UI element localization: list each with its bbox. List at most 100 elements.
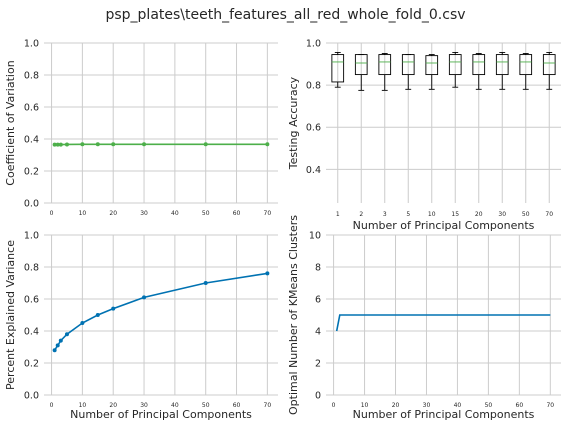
x-tick-label: 15 xyxy=(451,211,459,218)
x-tick-label: 50 xyxy=(485,402,493,409)
data-point xyxy=(203,142,208,147)
data-point xyxy=(55,343,60,348)
plot-area xyxy=(326,43,561,203)
box-10 xyxy=(425,54,439,90)
y-tick-label: 2 xyxy=(315,359,321,370)
x-tick-label: 60 xyxy=(516,402,524,409)
x-tick-label: 10 xyxy=(79,210,87,217)
box-body xyxy=(519,54,533,76)
y-tick-label: 0.0 xyxy=(24,199,39,210)
x-tick-label: 70 xyxy=(546,402,554,409)
data-point xyxy=(55,142,60,147)
x-tick-label: 30 xyxy=(140,402,148,409)
x-tick-label: 10 xyxy=(79,402,87,409)
box-body xyxy=(401,54,415,76)
x-tick-label: 30 xyxy=(498,211,506,218)
y-tick-label: 0.8 xyxy=(24,71,39,82)
y-tick-label: 0.6 xyxy=(306,123,321,134)
series-line xyxy=(335,314,551,332)
x-tick-label: 1 xyxy=(336,211,340,218)
x-tick-label: 70 xyxy=(264,210,272,217)
box-body xyxy=(331,54,345,83)
x-tick-label: 2 xyxy=(359,211,363,218)
x-tick-label: 50 xyxy=(202,402,210,409)
data-point xyxy=(265,142,270,147)
data-point xyxy=(265,271,270,276)
x-axis-label: Number of Principal Components xyxy=(353,408,535,421)
box-20 xyxy=(472,53,486,90)
box-2 xyxy=(354,54,368,91)
box-50 xyxy=(519,53,533,90)
y-tick-label: 0.8 xyxy=(24,263,39,274)
gridlines xyxy=(44,42,278,204)
plot-area xyxy=(44,235,278,395)
box-1 xyxy=(331,52,345,88)
y-tick-label: 0.6 xyxy=(24,103,39,114)
explained-variance-plot: 0.0 0.2 0.4 0.6 0.8 1.0 0 10 20 30 40 50 60 70 Percent… xyxy=(4,231,278,421)
data-point xyxy=(80,321,85,325)
y-tick-label: 0.4 xyxy=(24,135,39,146)
x-tick-label: 30 xyxy=(140,210,148,217)
y-tick-label: 8 xyxy=(315,263,321,274)
data-point xyxy=(64,332,69,337)
y-tick-label: 0 xyxy=(315,391,321,402)
box-70 xyxy=(542,52,556,90)
testing-accuracy-plot: 0.4 0.6 0.8 1.0 1 2 3 5 10 15 20 30 50 70 Testing Accu… xyxy=(287,39,561,232)
data-point xyxy=(142,295,147,300)
x-tick-label: 70 xyxy=(545,211,553,218)
data-point xyxy=(142,142,147,147)
x-tick-label: 60 xyxy=(233,402,241,409)
data-point xyxy=(58,142,63,147)
series-line xyxy=(53,272,268,351)
y-tick-label: 0.6 xyxy=(24,295,39,306)
data-point xyxy=(95,313,100,317)
data-point xyxy=(203,281,208,285)
box-5 xyxy=(401,54,415,90)
box-body xyxy=(495,54,509,76)
figure-title: psp_plates\teeth_features_all_red_whole_… xyxy=(105,7,465,23)
y-tick-label: 6 xyxy=(315,295,321,306)
gridlines xyxy=(44,234,278,396)
y-tick-label: 1.0 xyxy=(306,39,321,50)
y-axis-label: Testing Accuracy xyxy=(287,76,300,170)
x-tick-label: 50 xyxy=(202,210,210,217)
y-axis-label: Percent Explained Variance xyxy=(4,240,17,390)
x-tick-label: 70 xyxy=(264,402,272,409)
x-tick-label: 40 xyxy=(171,210,179,217)
box-3 xyxy=(378,53,392,91)
y-tick-label: 0.8 xyxy=(306,81,321,92)
kmeans-clusters-plot: 0 2 4 6 8 10 0 10 20 30 40 50 60 70 Optimal Number of … xyxy=(287,215,561,421)
y-tick-label: 1.0 xyxy=(24,39,39,50)
y-tick-label: 1.0 xyxy=(24,231,39,242)
box-body xyxy=(378,54,392,76)
data-point xyxy=(52,348,57,353)
data-point xyxy=(80,142,85,147)
data-point xyxy=(111,306,116,311)
x-tick-label: 20 xyxy=(475,211,483,218)
x-axis-label: Number of Principal Components xyxy=(353,219,535,232)
box-body xyxy=(472,54,486,76)
y-tick-label: 4 xyxy=(315,327,321,338)
x-tick-label: 20 xyxy=(109,402,117,409)
x-tick-label: 0 xyxy=(332,402,336,409)
data-point xyxy=(52,142,57,147)
y-axis-label: Coefficient of Variation xyxy=(4,60,17,185)
data-point xyxy=(64,142,69,147)
x-axis-label: Number of Principal Components xyxy=(70,408,252,421)
box-body xyxy=(542,54,556,76)
x-tick-label: 10 xyxy=(428,211,436,218)
gridlines xyxy=(326,42,561,203)
data-point xyxy=(95,142,100,147)
y-tick-label: 0.2 xyxy=(24,167,39,178)
box-30 xyxy=(495,52,509,90)
x-tick-label: 50 xyxy=(522,211,530,218)
y-tick-label: 0.0 xyxy=(24,391,39,402)
x-tick-label: 0 xyxy=(50,210,54,217)
box-body xyxy=(448,54,462,76)
x-tick-label: 40 xyxy=(171,402,179,409)
box-body xyxy=(354,54,368,76)
coefficient-of-variation-plot: 0.0 0.2 0.4 0.6 0.8 1.0 0 10 20 30 40 50 60 70 Coeffic… xyxy=(4,39,278,217)
x-tick-label: 60 xyxy=(233,210,241,217)
x-tick-label: 0 xyxy=(50,402,54,409)
y-tick-label: 0.4 xyxy=(306,165,321,176)
